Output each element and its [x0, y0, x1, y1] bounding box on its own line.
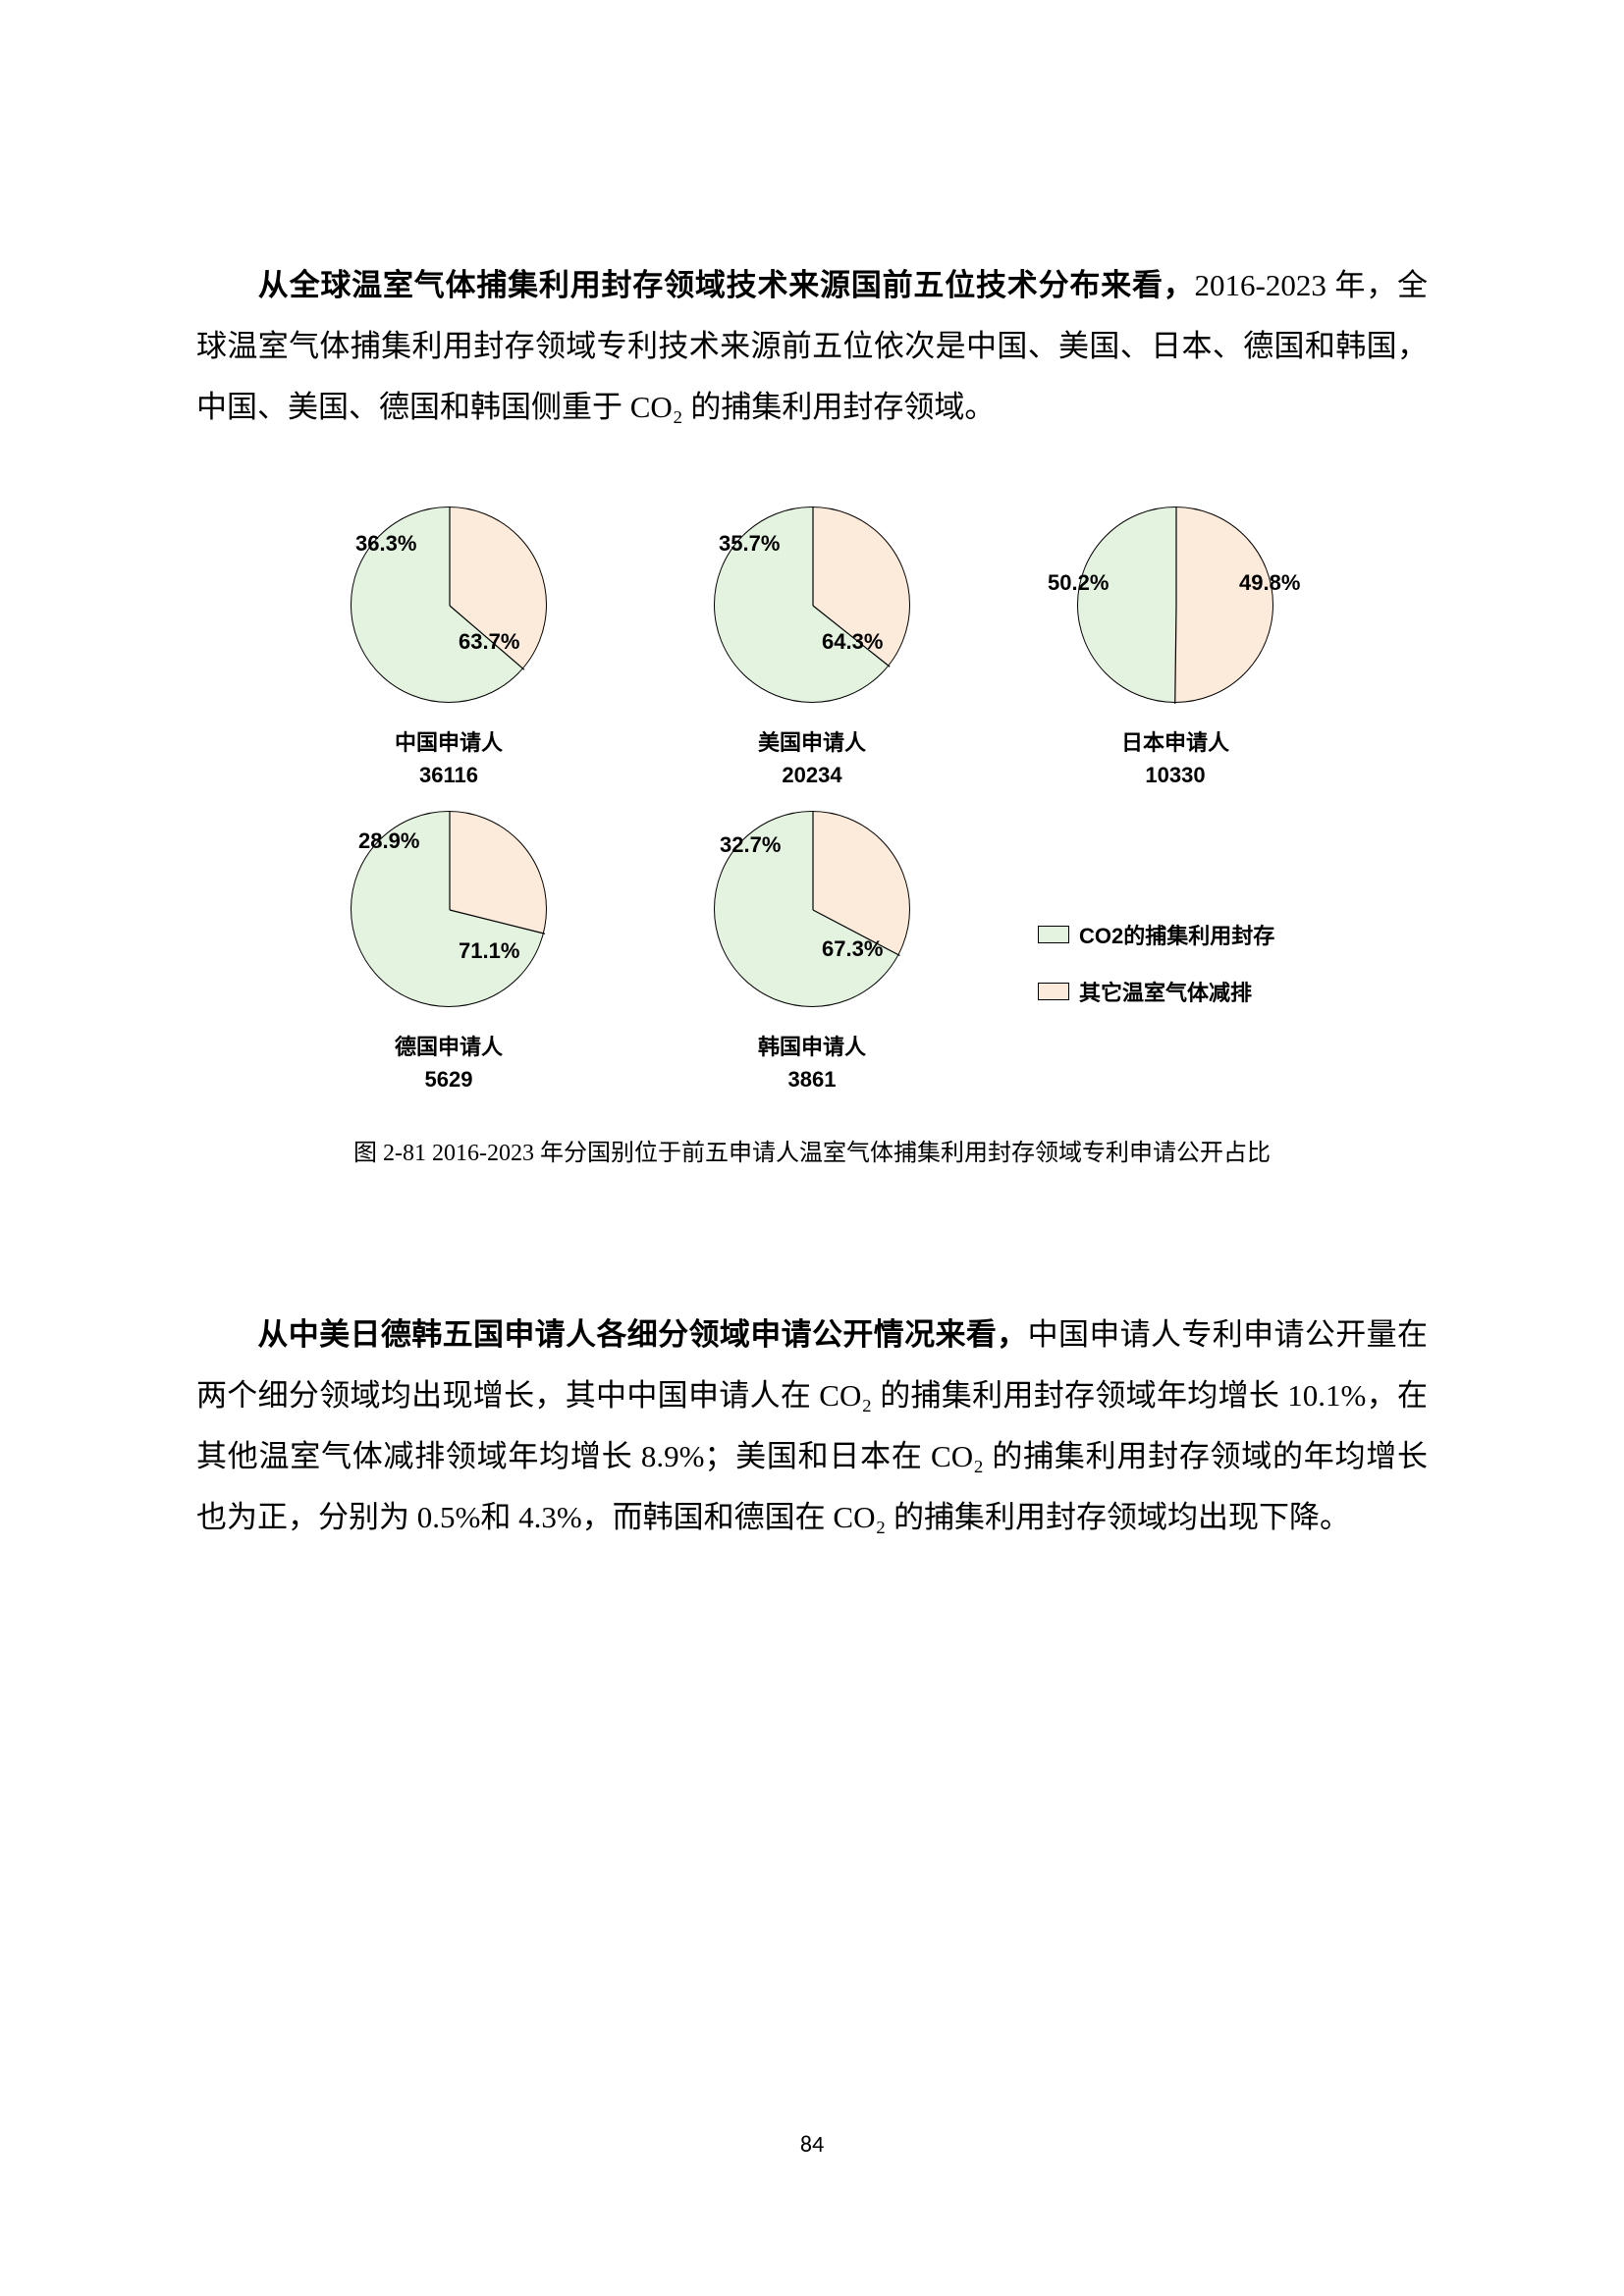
pie-row-2: 28.9% 71.1% 德国申请人5629 32.7% 67.3% 韩国申请人3… — [311, 801, 1313, 1095]
pie-china-other-label: 36.3% — [355, 531, 416, 557]
pie-korea: 32.7% 67.3% 韩国申请人 3861 — [675, 801, 949, 1095]
pie-china-title: 中国申请人 — [395, 730, 503, 755]
figure-2-81: 36.3% 63.7% 中国申请人 36116 35.7% 64.3% 美国申请人… — [196, 497, 1428, 1275]
pie-germany: 28.9% 71.1% 德国申请人 5629 — [311, 801, 586, 1095]
legend-other-swatch — [1038, 983, 1069, 1000]
legend-co2-label: CO2的捕集利用封存 — [1079, 919, 1274, 950]
pie-korea-count: 3861 — [788, 1067, 837, 1092]
pie-korea-title: 韩国申请人 — [758, 1035, 866, 1059]
paragraph-1: 从全球温室气体捕集利用封存领域技术来源国前五位技术分布来看，2016-2023 … — [196, 255, 1428, 438]
pie-us-count: 20234 — [782, 763, 841, 787]
legend-other-label: 其它温室气体减排 — [1079, 976, 1252, 1007]
pie-us-title: 美国申请人 — [758, 730, 866, 755]
pie-us: 35.7% 64.3% 美国申请人 20234 — [675, 497, 949, 791]
pie-japan-title: 日本申请人 — [1121, 730, 1229, 755]
pie-germany-count: 5629 — [425, 1067, 473, 1092]
pie-germany-other-label: 28.9% — [358, 828, 419, 854]
pie-japan-count: 10330 — [1145, 763, 1205, 787]
pie-japan-other-label: 50.2% — [1048, 570, 1109, 596]
para2-bold: 从中美日德韩五国申请人各细分领域申请公开情况来看， — [257, 1317, 1028, 1352]
pie-china-count: 36116 — [419, 763, 478, 787]
figure-caption: 图 2-81 2016-2023 年分国别位于前五申请人温室气体捕集利用封存领域… — [353, 1133, 1271, 1167]
chart-legend: CO2的捕集利用封存 其它温室气体减排 — [1038, 801, 1313, 1095]
pie-china: 36.3% 63.7% 中国申请人 36116 — [311, 497, 586, 791]
legend-co2: CO2的捕集利用封存 — [1038, 919, 1313, 950]
pie-us-other-label: 35.7% — [719, 531, 780, 557]
pie-row-1: 36.3% 63.7% 中国申请人 36116 35.7% 64.3% 美国申请人… — [311, 497, 1313, 791]
legend-other: 其它温室气体减排 — [1038, 976, 1313, 1007]
para1-bold: 从全球温室气体捕集利用封存领域技术来源国前五位技术分布来看， — [257, 268, 1195, 302]
pie-germany-title: 德国申请人 — [395, 1035, 503, 1059]
pie-us-co2-label: 64.3% — [822, 629, 883, 655]
pie-china-co2-label: 63.7% — [459, 629, 519, 655]
pie-japan: 50.2% 49.8% 日本申请人 10330 — [1038, 497, 1313, 791]
pie-korea-other-label: 32.7% — [720, 832, 781, 858]
legend-co2-swatch — [1038, 926, 1069, 943]
paragraph-2: 从中美日德韩五国申请人各细分领域申请公开情况来看，中国申请人专利申请公开量在两个… — [196, 1305, 1428, 1548]
pie-japan-chart — [1077, 507, 1273, 703]
page-number: 84 — [0, 2130, 1624, 2159]
pie-germany-co2-label: 71.1% — [459, 938, 519, 964]
pie-korea-co2-label: 67.3% — [822, 936, 883, 962]
pie-japan-co2-label: 49.8% — [1239, 570, 1300, 596]
